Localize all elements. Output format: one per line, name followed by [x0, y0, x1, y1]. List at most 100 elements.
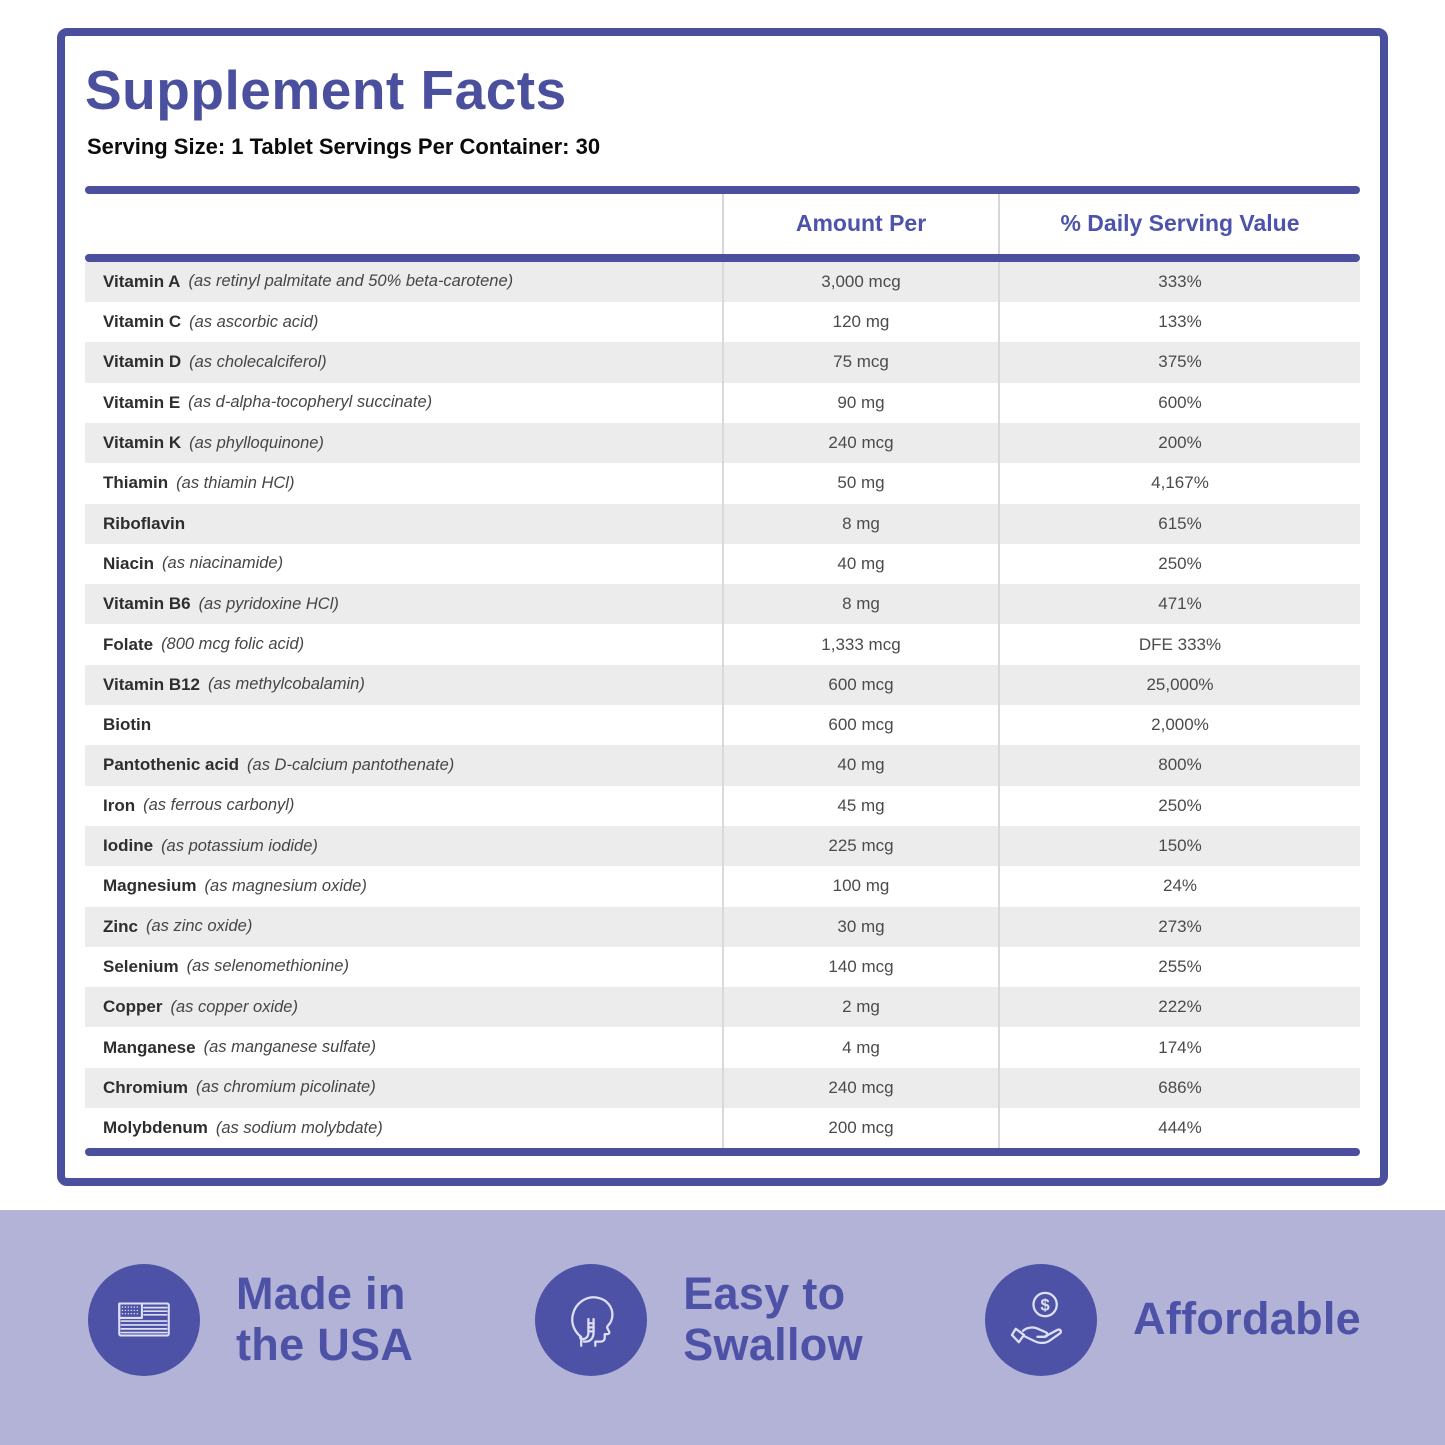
- nutrient-amount: 225 mcg: [722, 825, 998, 867]
- nutrient-note: (as pyridoxine HCl): [198, 594, 339, 613]
- nutrient-name: Magnesium: [103, 876, 197, 896]
- nutrient-percent: 250%: [998, 785, 1360, 826]
- table-row: Copper (as copper oxide) 2 mg 222%: [85, 987, 1360, 1028]
- nutrient-note: (as selenomethionine): [186, 957, 349, 976]
- nutrient-name: Vitamin D: [103, 352, 182, 372]
- nutrient-name: Iron: [103, 795, 136, 815]
- nutrient-percent: 444%: [998, 1107, 1360, 1149]
- nutrient-percent: 600%: [998, 382, 1360, 423]
- nutrient-amount: 240 mcg: [722, 422, 998, 464]
- nutrient-note: (as copper oxide): [170, 997, 298, 1016]
- nutrient-name: Chromium: [103, 1077, 188, 1097]
- nutrient-name: Vitamin B6: [103, 594, 191, 614]
- benefits-band: Made in the USA Easy to Swallow: [0, 1210, 1445, 1445]
- nutrient-note: (as methylcobalamin): [208, 675, 365, 694]
- table-row: Chromium (as chromium picolinate) 240 mc…: [85, 1067, 1360, 1108]
- nutrient-note: (as niacinamide): [162, 554, 284, 573]
- table-row: Niacin (as niacinamide) 40 mg 250%: [85, 543, 1360, 585]
- badge-circle: [535, 1263, 648, 1376]
- badge-label: Easy to Swallow: [683, 1268, 863, 1370]
- nutrient-amount: 30 mg: [722, 906, 998, 947]
- table-row: Thiamin (as thiamin HCl) 50 mg 4,167%: [85, 463, 1360, 504]
- nutrient-amount: 1,333 mcg: [722, 624, 998, 665]
- divider-top: [85, 185, 1360, 194]
- nutrient-percent: 24%: [998, 866, 1360, 907]
- badge-made-in-usa: Made in the USA: [88, 1263, 414, 1376]
- head-swallow-icon: [558, 1287, 624, 1353]
- nutrient-percent: 255%: [998, 946, 1360, 988]
- nutrient-note: (800 mcg folic acid): [161, 635, 305, 654]
- nutrient-name: Vitamin K: [103, 433, 182, 453]
- nutrient-name: Vitamin B12: [103, 674, 201, 694]
- nutrient-amount: 8 mg: [722, 584, 998, 625]
- nutrient-amount: 140 mcg: [722, 946, 998, 988]
- nutrient-note: (as D-calcium pantothenate): [247, 755, 455, 774]
- hand-coin-icon: $: [1008, 1287, 1074, 1353]
- nutrient-note: (as zinc oxide): [145, 917, 253, 936]
- nutrient-note: (as phylloquinone): [189, 433, 324, 452]
- nutrient-name: Thiamin: [103, 473, 169, 493]
- nutrient-percent: 200%: [998, 422, 1360, 464]
- nutrient-amount: 40 mg: [722, 745, 998, 786]
- nutrient-note: (as chromium picolinate): [196, 1078, 376, 1097]
- badge-label: Made in the USA: [236, 1268, 414, 1370]
- nutrient-name: Selenium: [103, 956, 179, 976]
- nutrient-note: (as d-alpha-tocopheryl succinate): [188, 393, 433, 412]
- nutrient-percent: 333%: [998, 261, 1360, 303]
- nutrient-name: Pantothenic acid: [103, 755, 240, 775]
- page-title: Supplement Facts: [85, 59, 567, 121]
- nutrient-note: (as manganese sulfate): [203, 1038, 377, 1057]
- nutrient-percent: 4,167%: [998, 463, 1360, 504]
- nutrient-percent: 133%: [998, 302, 1360, 343]
- badge-easy-to-swallow: Easy to Swallow: [535, 1263, 863, 1376]
- table-row: Vitamin B12 (as methylcobalamin) 600 mcg…: [85, 664, 1360, 706]
- table-row: Manganese (as manganese sulfate) 4 mg 17…: [85, 1027, 1360, 1068]
- table-row: Iodine (as potassium iodide) 225 mcg 150…: [85, 825, 1360, 867]
- table-row: Riboflavin 8 mg 615%: [85, 503, 1360, 544]
- table-row: Vitamin B6 (as pyridoxine HCl) 8 mg 471%: [85, 584, 1360, 625]
- nutrient-amount: 75 mcg: [722, 342, 998, 383]
- nutrient-note: (as magnesium oxide): [204, 876, 367, 895]
- nutrient-note: (as ascorbic acid): [189, 312, 319, 331]
- nutrient-percent: 174%: [998, 1027, 1360, 1068]
- badge-circle: $: [984, 1263, 1097, 1376]
- nutrient-amount: 120 mg: [722, 302, 998, 343]
- badge-affordable: $ Affordable: [984, 1263, 1361, 1376]
- divider-bottom: [85, 1148, 1360, 1157]
- nutrient-name: Iodine: [103, 836, 154, 856]
- nutrient-name: Niacin: [103, 553, 155, 573]
- table-row: Vitamin E (as d-alpha-tocopheryl succina…: [85, 382, 1360, 423]
- table-row: Molybdenum (as sodium molybdate) 200 mcg…: [85, 1107, 1360, 1149]
- table-row: Magnesium (as magnesium oxide) 100 mg 24…: [85, 866, 1360, 907]
- nutrient-note: (as potassium iodide): [161, 836, 318, 855]
- table-row: Vitamin A (as retinyl palmitate and 50% …: [85, 261, 1360, 303]
- header-daily-value: % Daily Serving Value: [998, 193, 1360, 254]
- nutrient-amount: 240 mcg: [722, 1067, 998, 1108]
- nutrient-percent: 471%: [998, 584, 1360, 625]
- nutrient-note: (as retinyl palmitate and 50% beta-carot…: [188, 272, 514, 291]
- facts-panel: Supplement Facts Serving Size: 1 Tablet …: [57, 28, 1388, 1186]
- table-row: Biotin 600 mcg 2,000%: [85, 705, 1360, 746]
- badge-circle: [88, 1263, 200, 1376]
- nutrient-name: Vitamin A: [103, 271, 181, 291]
- nutrient-name: Zinc: [103, 916, 138, 936]
- table-body: Vitamin A (as retinyl palmitate and 50% …: [85, 261, 1360, 1149]
- nutrient-percent: 222%: [998, 987, 1360, 1028]
- nutrient-percent: 273%: [998, 906, 1360, 947]
- nutrient-percent: DFE 333%: [998, 624, 1360, 665]
- nutrient-amount: 8 mg: [722, 503, 998, 544]
- table-row: Selenium (as selenomethionine) 140 mcg 2…: [85, 946, 1360, 988]
- nutrient-amount: 90 mg: [722, 382, 998, 423]
- nutrient-note: (as sodium molybdate): [215, 1118, 383, 1137]
- nutrient-amount: 100 mg: [722, 866, 998, 907]
- nutrient-note: (as thiamin HCl): [176, 473, 295, 492]
- nutrient-percent: 2,000%: [998, 705, 1360, 746]
- nutrient-percent: 25,000%: [998, 664, 1360, 706]
- svg-text:$: $: [1041, 1296, 1050, 1314]
- nutrient-amount: 3,000 mcg: [722, 261, 998, 303]
- nutrient-percent: 150%: [998, 825, 1360, 867]
- nutrient-amount: 2 mg: [722, 987, 998, 1028]
- nutrient-amount: 50 mg: [722, 463, 998, 504]
- nutrient-name: Molybdenum: [103, 1118, 208, 1138]
